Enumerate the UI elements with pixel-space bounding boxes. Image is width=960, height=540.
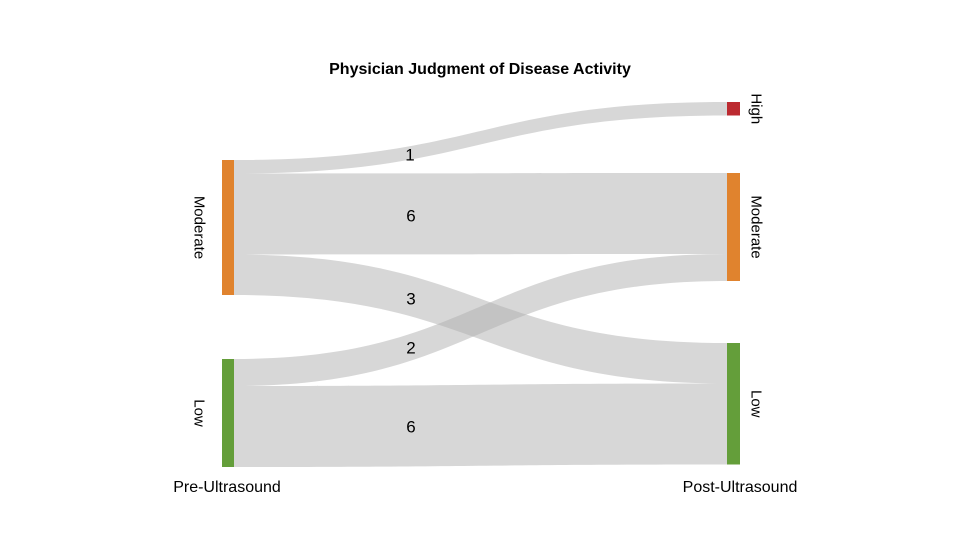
node-pre-low [222,359,234,467]
node-label-pre-moderate: Moderate [191,196,208,259]
node-post-high [727,102,740,116]
node-pre-moderate [222,160,234,295]
flow-value-pre-moderate-to-post-low: 3 [406,290,415,309]
node-label-post-moderate: Moderate [748,195,765,258]
flow-value-pre-low-to-post-low: 6 [406,418,415,437]
flow-value-pre-low-to-post-moderate: 2 [406,339,415,358]
node-post-low [727,343,740,465]
node-label-post-low: Low [748,390,765,418]
chart-title: Physician Judgment of Disease Activity [329,61,631,78]
flow-value-pre-moderate-to-post-high: 1 [405,146,414,165]
axis-label-post-ultrasound: Post-Ultrasound [682,479,798,496]
axis-label-pre-ultrasound: Pre-Ultrasound [173,479,281,496]
node-post-moderate [727,173,740,281]
flow-value-pre-moderate-to-post-moderate: 6 [406,207,415,226]
flow-pre-moderate-to-post-moderate [234,173,727,255]
flow-pre-low-to-post-moderate [234,254,727,386]
flow-pre-moderate-to-post-high [234,102,727,174]
node-label-pre-low: Low [191,399,208,427]
node-label-post-high: High [748,93,765,124]
flow-pre-low-to-post-low [234,383,727,467]
